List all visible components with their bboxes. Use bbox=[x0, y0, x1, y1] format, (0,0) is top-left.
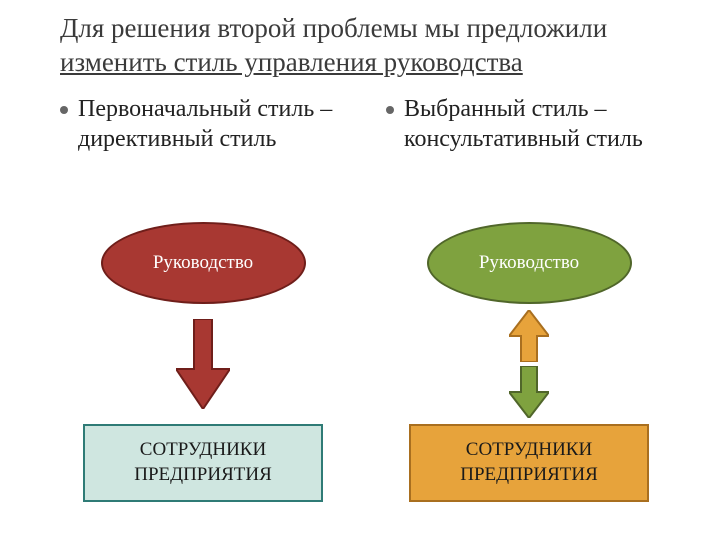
title-underlined: изменить стиль управления руководства bbox=[60, 47, 523, 77]
columns: Первоначальный стиль – директивный стиль… bbox=[60, 94, 672, 502]
left-column: Первоначальный стиль – директивный стиль… bbox=[60, 94, 346, 502]
right-column: Выбранный стиль – консультативный стиль … bbox=[386, 94, 672, 502]
left-rect-text: СОТРУДНИКИ ПРЕДПРИЯТИЯ bbox=[134, 438, 272, 487]
left-bullet-block: Первоначальный стиль – директивный стиль bbox=[60, 94, 346, 204]
right-bullet-block: Выбранный стиль – консультативный стиль bbox=[386, 94, 672, 204]
left-rect-line2: ПРЕДПРИЯТИЯ bbox=[134, 464, 272, 485]
left-rect-line1: СОТРУДНИКИ bbox=[140, 439, 266, 460]
slide: Для решения второй проблемы мы предложил… bbox=[0, 0, 720, 522]
title-plain: Для решения второй проблемы мы предложил… bbox=[60, 13, 607, 43]
arrow-down-shape bbox=[176, 319, 230, 409]
right-rect-text: СОТРУДНИКИ ПРЕДПРИЯТИЯ bbox=[460, 438, 598, 487]
right-bullet-text: Выбранный стиль – консультативный стиль bbox=[404, 94, 672, 155]
arrow-down-icon bbox=[176, 319, 230, 409]
right-rect-employees: СОТРУДНИКИ ПРЕДПРИЯТИЯ bbox=[409, 424, 649, 502]
bullet-icon bbox=[386, 106, 394, 114]
left-ellipse-leadership: Руководство bbox=[101, 222, 306, 304]
right-ellipse-label: Руководство bbox=[479, 252, 579, 274]
left-ellipse-label: Руководство bbox=[153, 252, 253, 274]
left-rect-employees: СОТРУДНИКИ ПРЕДПРИЯТИЯ bbox=[83, 424, 323, 502]
right-rect-line1: СОТРУДНИКИ bbox=[466, 439, 592, 460]
right-rect-line2: ПРЕДПРИЯТИЯ bbox=[460, 464, 598, 485]
arrow-down-small-icon bbox=[509, 366, 549, 418]
right-ellipse-leadership: Руководство bbox=[427, 222, 632, 304]
left-bullet-text: Первоначальный стиль – директивный стиль bbox=[78, 94, 346, 155]
arrow-up-icon bbox=[509, 310, 549, 362]
bullet-icon bbox=[60, 106, 68, 114]
slide-title: Для решения второй проблемы мы предложил… bbox=[60, 12, 672, 80]
right-arrow-area bbox=[509, 304, 549, 424]
left-arrow-area bbox=[176, 304, 230, 424]
